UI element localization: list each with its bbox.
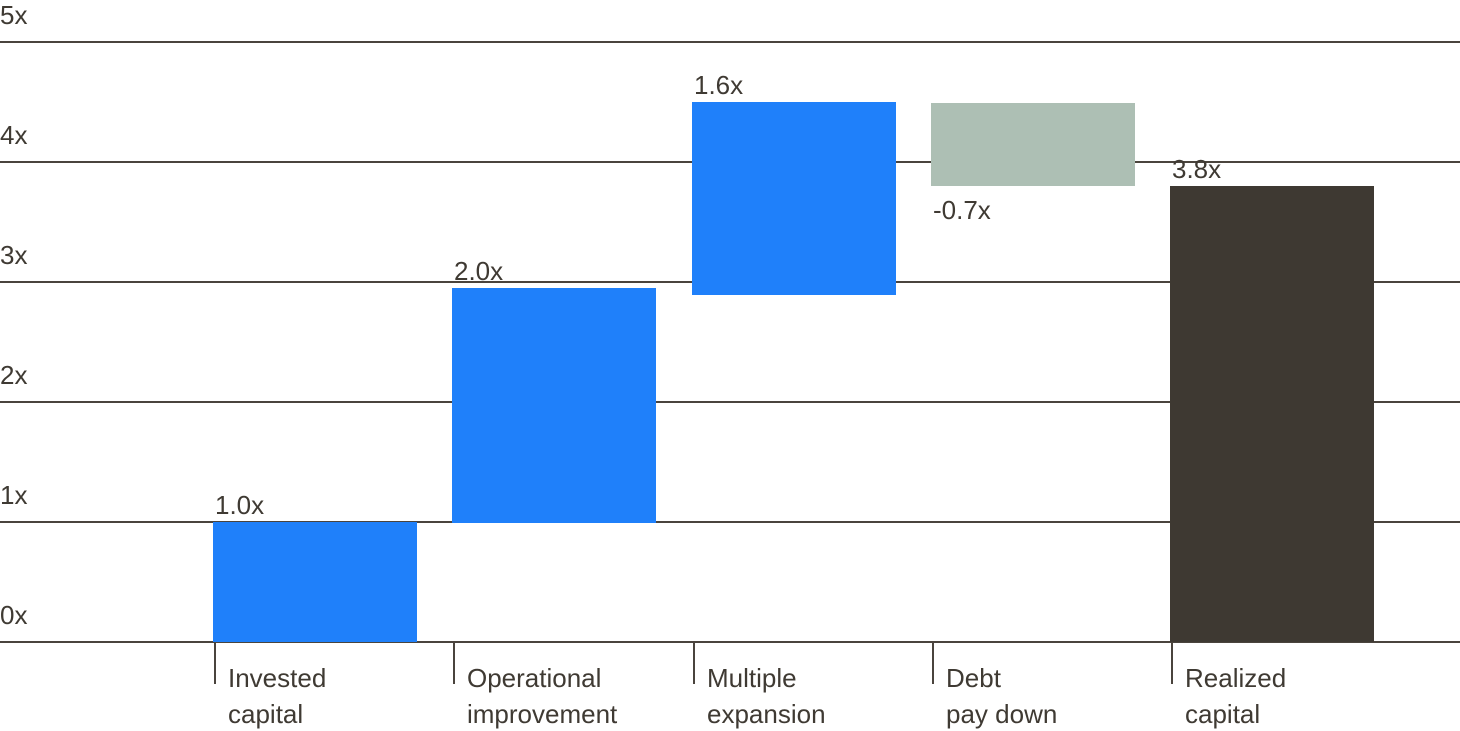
bar-realized-capital (1170, 186, 1374, 642)
category-label-line: expansion (707, 699, 826, 729)
x-axis-tick-operational-improvement (453, 643, 455, 684)
gridline-1x (0, 521, 1460, 523)
x-axis-category-label-realized-capital: Realized capital (1185, 660, 1286, 731)
bar-value-label-debt-pay-down: -0.7x (933, 195, 991, 225)
category-label-line: Operational (467, 663, 602, 693)
x-axis-category-label-debt-pay-down: Debt pay down (946, 660, 1057, 731)
gridline-0x (0, 641, 1460, 643)
category-label-line: Invested (228, 663, 327, 693)
category-label-line: capital (1185, 699, 1261, 729)
category-label-line: capital (228, 699, 304, 729)
category-label-line: Realized (1185, 663, 1287, 693)
category-label-line: pay down (946, 699, 1058, 729)
bar-value-label-invested-capital: 1.0x (215, 490, 265, 520)
x-axis-tick-debt-pay-down (932, 643, 934, 684)
x-axis-category-label-invested-capital: Invested capital (228, 660, 326, 731)
bar-debt-pay-down (931, 103, 1135, 186)
bar-value-label-realized-capital: 3.8x (1172, 154, 1222, 184)
x-axis-tick-multiple-expansion (693, 643, 695, 684)
y-axis-label-2x: 2x (0, 360, 28, 390)
bar-multiple-expansion (692, 102, 896, 295)
y-axis-label-1x: 1x (0, 480, 28, 510)
y-axis-label-4x: 4x (0, 120, 28, 150)
x-axis-tick-realized-capital (1171, 643, 1173, 684)
bar-invested-capital (213, 522, 417, 642)
category-label-line: improvement (467, 699, 618, 729)
y-axis-label-3x: 3x (0, 240, 28, 270)
gridline-5x (0, 41, 1460, 43)
category-label-line: Multiple (707, 663, 797, 693)
y-axis-label-5x: 5x (0, 0, 28, 30)
y-axis-label-0x: 0x (0, 600, 28, 630)
bar-value-label-operational-improvement: 2.0x (454, 256, 504, 286)
bar-value-label-multiple-expansion: 1.6x (694, 70, 744, 100)
category-label-line: Debt (946, 663, 1001, 693)
gridline-2x (0, 401, 1460, 403)
bar-operational-improvement (452, 288, 656, 523)
x-axis-category-label-operational-improvement: Operational improvement (467, 660, 617, 731)
x-axis-tick-invested-capital (214, 643, 216, 684)
x-axis-category-label-multiple-expansion: Multiple expansion (707, 660, 826, 731)
